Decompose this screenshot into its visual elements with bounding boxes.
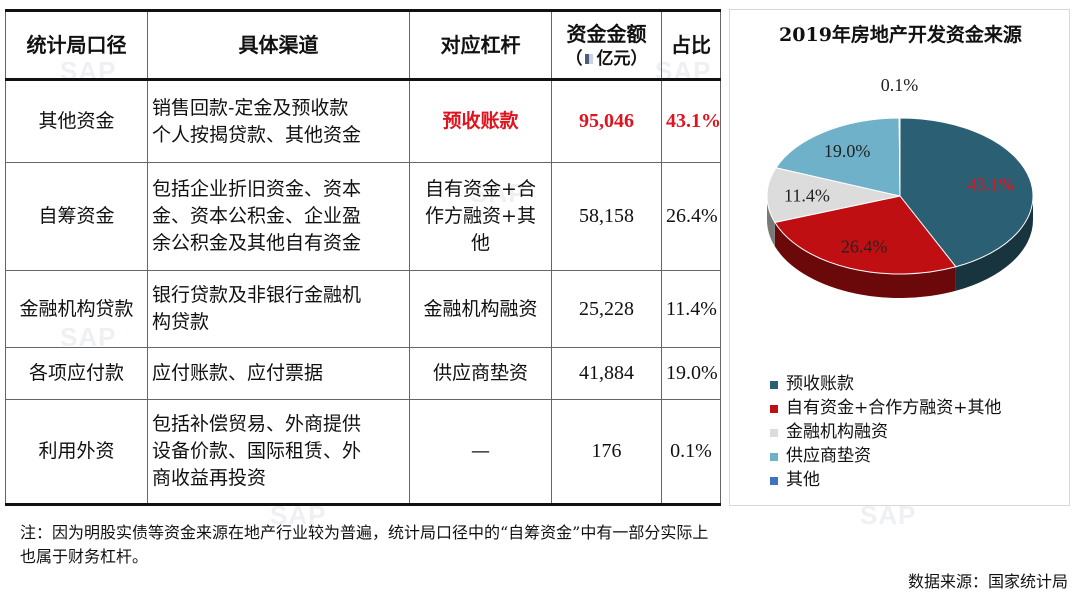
legend-item: 自有资金+合作方融资+其他 <box>770 396 1002 420</box>
pie-data-label: 0.1% <box>881 75 919 95</box>
pie-slice <box>774 195 957 275</box>
header-leverage: 对应杠杆 <box>409 10 552 80</box>
data-source: 数据来源：国家统计局 <box>907 572 1068 591</box>
cell-leverage: 预收账款 <box>409 78 552 164</box>
legend-swatch <box>770 428 778 437</box>
legend-label: 金融机构融资 <box>786 422 888 442</box>
header-channel: 具体渠道 <box>147 10 410 80</box>
legend-swatch <box>770 476 778 485</box>
pie-slice <box>898 117 901 197</box>
cell-channel: 应付账款、应付票据 <box>147 347 410 401</box>
cell-category: 自筹资金 <box>5 162 148 271</box>
cell-share: 43.1% <box>661 78 721 164</box>
legend-swatch <box>770 380 778 389</box>
pie-data-label: 43.1% <box>968 174 1015 194</box>
cell-amount: 41,884 <box>551 347 662 401</box>
pie-slice-side <box>955 196 1033 291</box>
legend-label: 其他 <box>786 470 820 490</box>
cell-category: 利用外资 <box>5 399 148 505</box>
legend-label: 预收账款 <box>786 374 854 394</box>
chart-title: 2019年房地产开发资金来源 <box>779 24 1022 46</box>
table-row: 自筹资金 包括企业折旧资金、资本 金、资本公积金、企业盈 余公积金及其他自有资金 自有资… <box>5 162 721 271</box>
pie-slice-side <box>767 196 775 247</box>
cell-share: 11.4% <box>661 269 721 349</box>
cell-amount: 95,046 <box>551 78 662 164</box>
header-share: 占比 <box>661 10 721 80</box>
cell-share: 19.0% <box>661 347 721 401</box>
cell-category: 各项应付款 <box>5 347 148 401</box>
cell-channel: 包括补偿贸易、外商提供 设备价款、国际租赁、外 商收益再投资 <box>147 399 410 505</box>
table-row: 其他资金 销售回款-定金及预收款 个人按揭贷款、其他资金 预收账款 95,046 43.1… <box>5 78 721 164</box>
unit-icon <box>584 54 593 64</box>
cell-amount: 176 <box>551 399 662 505</box>
footnote: 注：因为明股实债等资金来源在地产行业较为普遍，统计局口径中的“自筹资金”中有一部… <box>20 523 709 566</box>
chart-legend: 预收账款自有资金+合作方融资+其他 金融机构融资 供应商垫资其他 <box>770 372 1002 492</box>
cell-leverage: 供应商垫资 <box>409 347 552 401</box>
pie-chart-panel: 43.1% 26.4% 11.4% 19.0% 0.1% 2019年房地产开发资金来源 … <box>729 9 1070 506</box>
legend-item: 其他 <box>770 468 1002 492</box>
header-category: 统计局口径 <box>5 10 148 80</box>
table-header-row: 统计局口径 具体渠道 对应杠杆 资金金额 （亿元） 占比 <box>5 10 721 80</box>
legend-swatch <box>770 452 778 461</box>
pie-slice <box>775 117 901 197</box>
header-amount: 资金金额 （亿元） <box>551 10 662 80</box>
cell-leverage: — <box>409 399 552 505</box>
cell-share: 26.4% <box>661 162 721 271</box>
cell-channel: 销售回款-定金及预收款 个人按揭贷款、其他资金 <box>147 78 410 164</box>
pie-slice <box>766 167 901 223</box>
pie-slice-side <box>774 222 956 298</box>
cell-leverage: 金融机构融资 <box>409 269 552 349</box>
legend-label: 自有资金+合作方融资+其他 <box>786 398 1002 418</box>
cell-category: 其他资金 <box>5 78 148 164</box>
pie-data-label: 26.4% <box>841 236 888 256</box>
cell-amount: 58,158 <box>551 162 662 271</box>
cell-leverage: 自有资金+合 作方融资+其他 <box>409 162 552 271</box>
table-row: 利用外资 包括补偿贸易、外商提供 设备价款、国际租赁、外 商收益再投资 —176 0.1% <box>5 399 721 505</box>
table-row: 各项应付款 应付账款、应付票据 供应商垫资 41,884 19.0% <box>5 347 721 401</box>
pie-chart: 43.1% 26.4% 11.4% 19.0% 0.1% <box>766 75 1034 298</box>
cell-category: 金融机构贷款 <box>5 269 148 349</box>
cell-share: 0.1% <box>661 399 721 505</box>
pie-slice <box>899 117 1034 268</box>
cell-channel: 银行贷款及非银行金融机 构贷款 <box>147 269 410 349</box>
table-row: 金融机构贷款 银行贷款及非银行金融机 构贷款 金融机构融资 25,228 11.4% <box>5 269 721 349</box>
legend-item: 金融机构融资 <box>770 420 1002 444</box>
pie-data-label: 11.4% <box>784 185 830 205</box>
funding-table: 统计局口径 具体渠道 对应杠杆 资金金额 （亿元） 占比 其他资金 销售回款-定金… <box>5 9 721 506</box>
legend-label: 供应商垫资 <box>786 446 871 466</box>
legend-swatch <box>770 404 778 413</box>
legend-item: 供应商垫资 <box>770 444 1002 468</box>
cell-amount: 25,228 <box>551 269 662 349</box>
legend-item: 预收账款 <box>770 372 1002 396</box>
cell-channel: 包括企业折旧资金、资本 金、资本公积金、企业盈 余公积金及其他自有资金 <box>147 162 410 271</box>
pie-data-label: 19.0% <box>824 141 871 161</box>
